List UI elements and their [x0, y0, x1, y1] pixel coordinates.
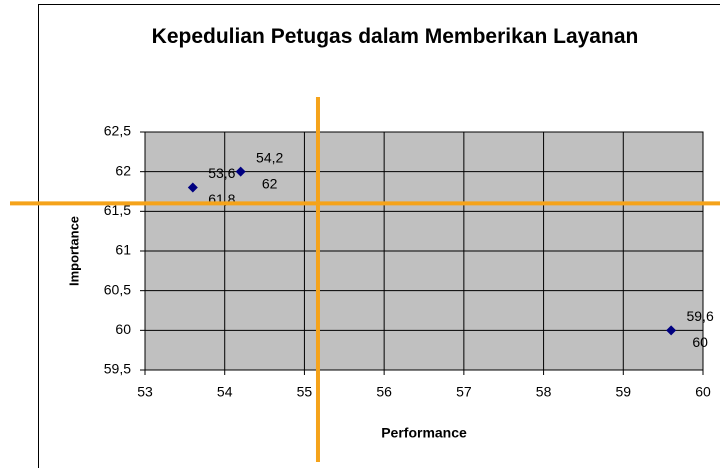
y-tick-label: 62,5: [104, 123, 131, 139]
y-tick-label: 62: [115, 162, 131, 178]
data-label-x: 54,2: [256, 149, 283, 165]
x-tick-label: 60: [695, 384, 711, 400]
x-tick-label: 58: [536, 384, 552, 400]
data-label-x: 53,6: [208, 165, 235, 181]
point: [187, 182, 198, 193]
data-label-y: 60: [692, 334, 708, 350]
y-tick-label: 61: [115, 242, 131, 258]
x-tick-label: 56: [376, 384, 392, 400]
x-tick-label: 54: [217, 384, 233, 400]
point: [666, 325, 677, 336]
x-axis-title: Performance: [381, 425, 467, 441]
data-label-x: 59,6: [686, 308, 713, 324]
y-tick-label: 60: [115, 321, 131, 337]
x-tick-label: 53: [137, 384, 153, 400]
y-tick-label: 61,5: [104, 202, 131, 218]
y-tick-label: 60,5: [104, 281, 131, 297]
y-tick-label: 59,5: [104, 361, 131, 377]
point: [235, 166, 246, 177]
x-tick-label: 55: [297, 384, 313, 400]
data-label-y: 62: [262, 175, 278, 191]
y-axis-title: Importance: [66, 216, 81, 286]
chart-title: Kepedulian Petugas dalam Memberikan Laya…: [151, 25, 639, 48]
plot-border: [144, 131, 704, 371]
x-tick-label: 57: [456, 384, 472, 400]
x-tick-label: 59: [615, 384, 631, 400]
